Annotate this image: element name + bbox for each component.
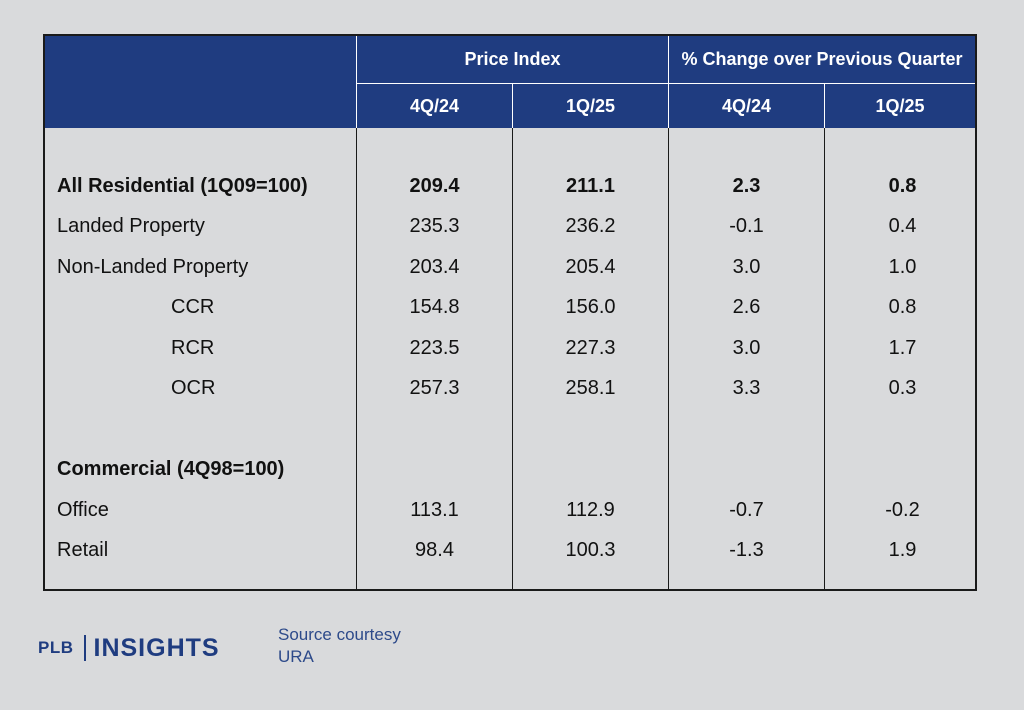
body-vline-2	[512, 128, 513, 589]
cell-value: 227.3	[565, 337, 616, 359]
row-label: Office	[57, 499, 109, 521]
cell-value: 0.8	[888, 175, 917, 197]
body-vline-4	[824, 128, 825, 589]
header-vline-1	[356, 36, 357, 128]
cell-value: 2.3	[732, 175, 761, 197]
header-percent-change: % Change over Previous Quarter	[681, 49, 963, 69]
header-vline-2	[512, 84, 513, 128]
cell-value: 223.5	[409, 337, 460, 359]
row-label: Landed Property	[57, 215, 205, 237]
cell-value: 203.4	[409, 256, 460, 278]
source-credit: Source courtesy URA	[278, 624, 401, 668]
cell-value: 154.8	[409, 296, 460, 318]
cell-value: -1.3	[729, 539, 764, 561]
row-label: Retail	[57, 539, 109, 561]
body-vline-1	[356, 128, 357, 589]
cell-value: -0.2	[885, 499, 920, 521]
cell-value: 0.8	[888, 296, 917, 318]
cell-value: 258.1	[565, 377, 616, 399]
cell-value: 113.1	[410, 499, 459, 521]
cell-value: -0.7	[729, 499, 764, 521]
header-col-change-4q24: 4Q/24	[721, 95, 772, 116]
cell-value: 236.2	[565, 215, 616, 237]
header-price-index: Price Index	[464, 49, 561, 69]
cell-value: 112.9	[566, 499, 615, 521]
cell-value: 209.4	[409, 175, 460, 197]
cell-value: 3.0	[732, 256, 761, 278]
table-row: Non-Landed Property 203.4 205.4 3.0 1.0	[45, 247, 975, 287]
row-label: Commercial (4Q98=100)	[57, 458, 285, 480]
source-line-1: Source courtesy	[278, 625, 401, 644]
logo-divider	[83, 635, 86, 661]
row-label: All Residential (1Q09=100)	[57, 175, 308, 197]
cell-value: 0.3	[888, 377, 917, 399]
source-line-2: URA	[278, 647, 314, 666]
body-vline-3	[668, 128, 669, 589]
price-index-table: Price Index % Change over Previous Quart…	[43, 34, 977, 591]
cell-value: 205.4	[565, 256, 616, 278]
header-col-change-1q25: 1Q/25	[875, 95, 925, 116]
header-vline-4	[824, 84, 825, 128]
cell-value: 211.1	[566, 175, 615, 197]
cell-value: 235.3	[409, 215, 460, 237]
header-divider	[357, 83, 975, 84]
cell-value: 3.0	[732, 337, 761, 359]
cell-value: 156.0	[565, 296, 616, 318]
table-row: Office 113.1 112.9 -0.7 -0.2	[45, 490, 975, 530]
row-label: CCR	[171, 296, 215, 318]
cell-value: 1.7	[888, 337, 917, 359]
cell-value: 257.3	[409, 377, 460, 399]
plb-insights-logo: PLB INSIGHTS	[38, 630, 220, 666]
table-header: Price Index % Change over Previous Quart…	[45, 36, 975, 128]
logo-insights-text: INSIGHTS	[93, 633, 220, 662]
table-row: CCR 154.8 156.0 2.6 0.8	[45, 287, 975, 327]
cell-value: -0.1	[729, 215, 764, 237]
table-row: Commercial (4Q98=100)	[45, 449, 975, 489]
cell-value: 0.4	[888, 215, 917, 237]
header-col-price-4q24: 4Q/24	[409, 95, 460, 116]
cell-value: 2.6	[732, 296, 761, 318]
cell-value: 98.4	[415, 539, 454, 561]
header-vline-3	[668, 36, 669, 128]
row-label: OCR	[171, 377, 216, 399]
row-label: RCR	[171, 337, 215, 359]
cell-value: 1.9	[888, 539, 917, 561]
cell-value: 3.3	[732, 377, 761, 399]
table-row: Landed Property 235.3 236.2 -0.1 0.4	[45, 206, 975, 246]
table-row: RCR 223.5 227.3 3.0 1.7	[45, 328, 975, 368]
table-row: OCR 257.3 258.1 3.3 0.3	[45, 368, 975, 408]
cell-value: 100.3	[565, 539, 616, 561]
header-col-price-1q25: 1Q/25	[565, 95, 616, 116]
table-row: All Residential (1Q09=100) 209.4 211.1 2…	[45, 166, 975, 206]
row-label: Non-Landed Property	[57, 256, 249, 278]
logo-plb-text: PLB	[38, 638, 74, 657]
cell-value: 1.0	[888, 256, 917, 278]
table-row: Retail 98.4 100.3 -1.3 1.9	[45, 530, 975, 570]
